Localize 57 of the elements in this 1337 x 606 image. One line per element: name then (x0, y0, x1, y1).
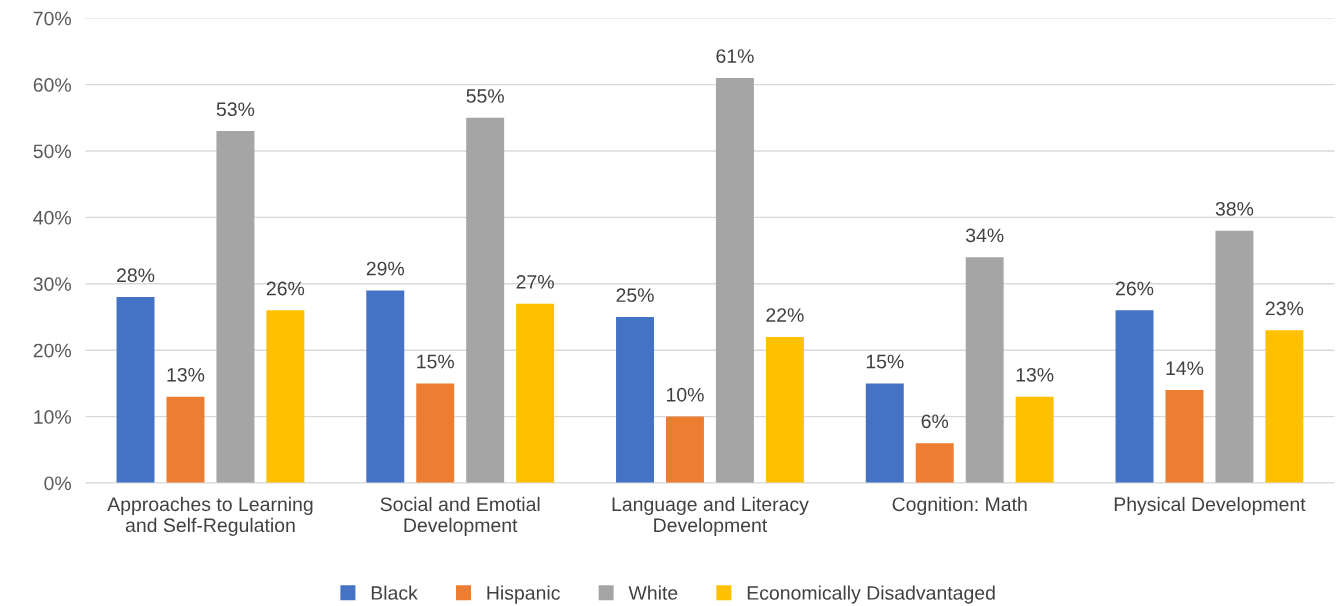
data-label: 25% (616, 288, 654, 303)
bar (1015, 396, 1054, 483)
bar (965, 257, 1004, 483)
data-label: 38% (1215, 201, 1254, 216)
bar (715, 77, 754, 483)
x-tick-label: Social and Emotial Development (380, 496, 540, 536)
data-label: 34% (965, 228, 1004, 243)
data-label: 23% (1265, 301, 1304, 316)
bar (366, 290, 405, 483)
y-tick-label: 20% (33, 343, 71, 358)
data-label: 26% (266, 281, 305, 296)
data-label: 6% (921, 414, 949, 429)
data-label: 28% (117, 268, 155, 283)
bar (516, 303, 555, 483)
y-tick-label: 70% (33, 11, 71, 26)
data-label: 61% (716, 49, 754, 63)
data-label: 27% (516, 274, 554, 289)
bar (1265, 330, 1304, 483)
data-label: 13% (167, 367, 205, 382)
data-label: 53% (216, 102, 255, 117)
y-tick-label: 10% (34, 410, 71, 424)
data-label: 22% (766, 308, 804, 322)
bar (1215, 230, 1254, 483)
bar (915, 443, 954, 483)
bar (865, 383, 904, 483)
data-label: 55% (466, 89, 504, 103)
legend-label: White (628, 585, 678, 600)
bar (765, 336, 804, 483)
data-label: 29% (366, 261, 405, 276)
bar (166, 396, 205, 483)
y-tick-label: 30% (33, 277, 71, 292)
bar (216, 131, 255, 483)
y-tick-label: 50% (33, 144, 71, 159)
data-label: 26% (1116, 281, 1154, 296)
data-label: 14% (1166, 361, 1204, 375)
x-tick-label: Language and Literacy Development (612, 496, 809, 536)
data-label: 15% (866, 354, 904, 369)
x-tick-label: Physical Development (1114, 496, 1306, 515)
bar (116, 297, 155, 483)
legend-label: Economically Disadvantaged (747, 585, 995, 604)
legend-label: Black (371, 585, 418, 600)
bar (665, 416, 704, 483)
data-label: 13% (1016, 367, 1054, 382)
bar (266, 310, 305, 483)
legend-label: Hispanic (487, 585, 560, 604)
x-tick-label: Cognition: Math (892, 496, 1027, 515)
bar (466, 117, 505, 483)
bar (416, 383, 455, 483)
y-tick-label: 60% (33, 78, 71, 92)
bar (1115, 310, 1154, 483)
bar (616, 316, 654, 483)
data-label: 15% (417, 354, 454, 369)
x-tick-label: Approaches to Learning and Self-Regulation (107, 496, 313, 536)
y-tick-label: 0% (44, 476, 71, 491)
data-label: 10% (667, 387, 704, 402)
bar (1165, 390, 1204, 483)
y-tick-label: 40% (33, 210, 71, 225)
